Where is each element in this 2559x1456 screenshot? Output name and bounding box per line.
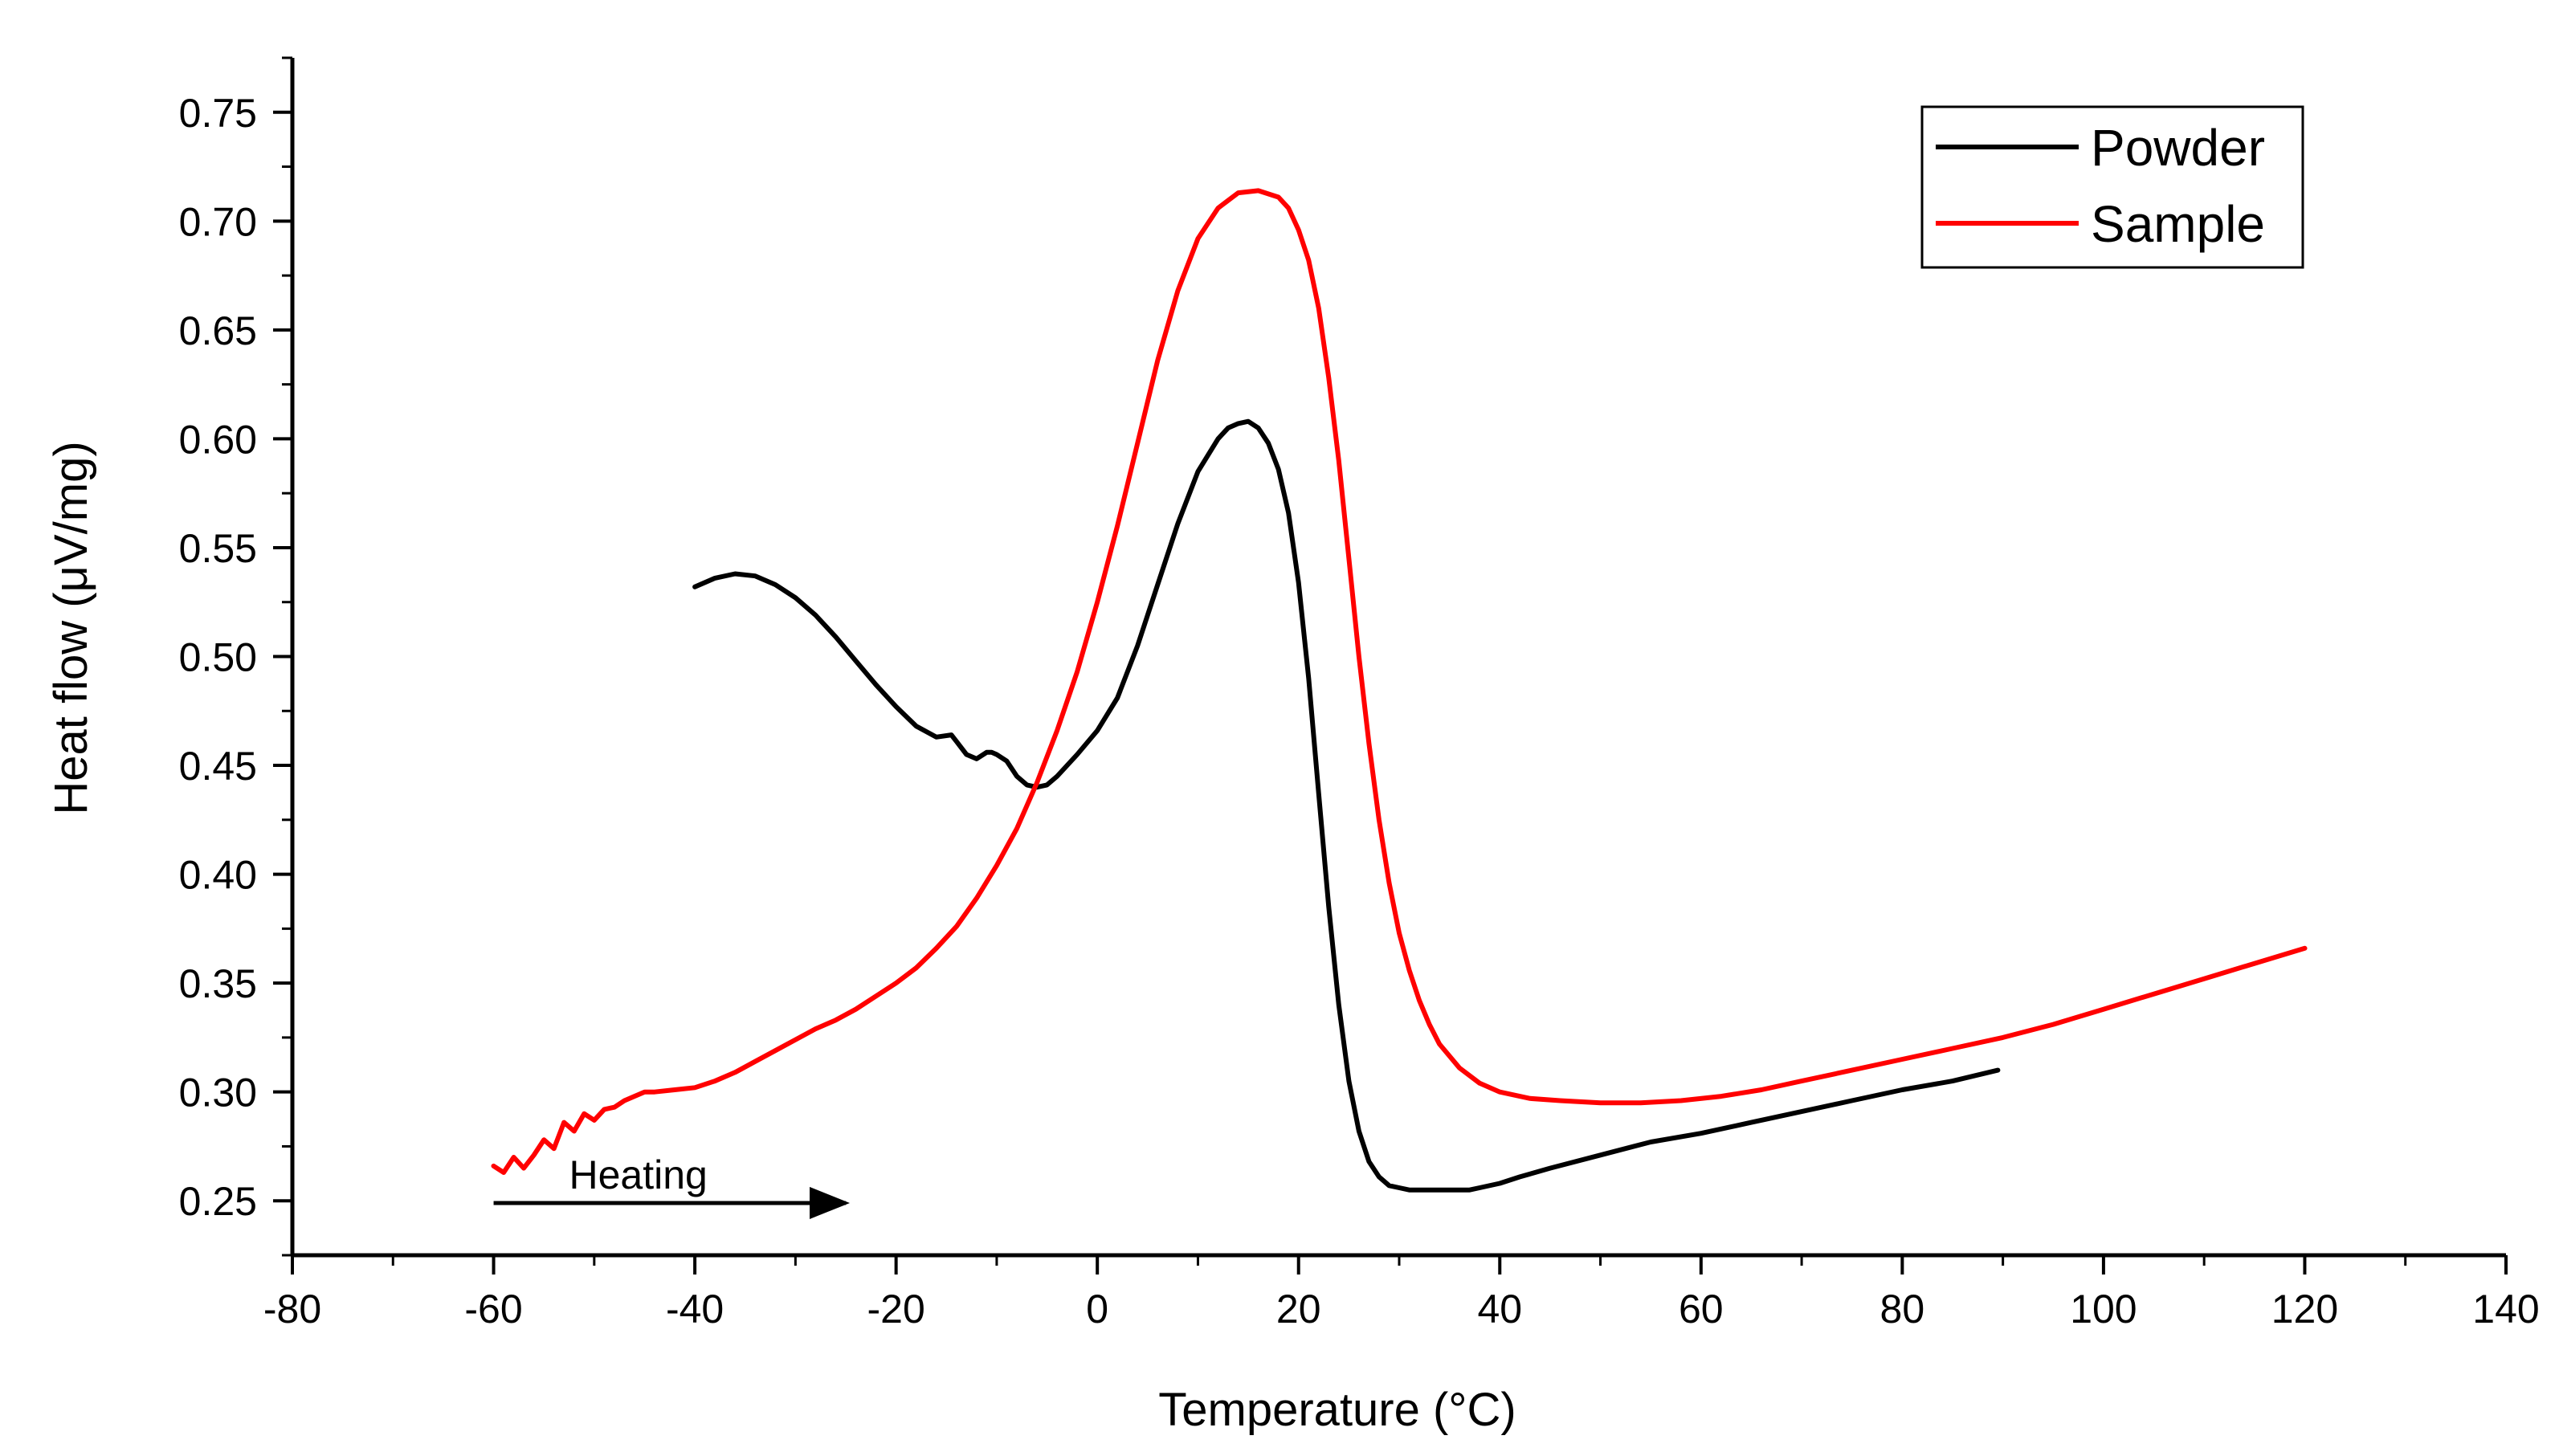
y-tick-label: 0.70 [179, 199, 257, 244]
x-axis-ticks [291, 1255, 2508, 1275]
x-tick-label: -80 [263, 1287, 321, 1332]
y-tick-label: 0.60 [179, 417, 257, 462]
y-tick-label: 0.25 [179, 1179, 257, 1224]
series-group [491, 188, 2308, 1193]
y-axis-title: Heat flow (μV/mg) [45, 441, 97, 814]
y-axis-ticks [273, 56, 292, 1257]
x-tick-label: 80 [1880, 1287, 1925, 1332]
legend-label-powder: Powder [2091, 119, 2265, 177]
legend: Powder Sample [1920, 105, 2304, 269]
legend-label-sample: Sample [2091, 195, 2265, 253]
legend-box [1920, 105, 2304, 269]
y-tick-label: 0.55 [179, 526, 257, 571]
y-tick-label: 0.45 [179, 744, 257, 789]
y-axis-tick-labels: 0.25 0.30 0.35 0.40 0.45 0.50 0.55 0.60 0.65 0.70… [179, 91, 257, 1224]
x-tick-label: 0 [1086, 1287, 1108, 1332]
x-axis-title: Temperature (°C) [1158, 1384, 1516, 1436]
y-tick-label: 0.30 [179, 1071, 257, 1115]
x-tick-label: 100 [2070, 1287, 2137, 1332]
x-tick-label: 60 [1679, 1287, 1724, 1332]
y-tick-label: 0.65 [179, 308, 257, 353]
heating-annotation: Heating [493, 1152, 850, 1219]
y-tick-label: 0.35 [179, 961, 257, 1006]
x-axis-tick-labels: -80 -60 -40 -20 0 20 40 60 80 100 120 140 [263, 1287, 2540, 1332]
heating-label: Heating [569, 1152, 708, 1197]
x-tick-label: -40 [666, 1287, 724, 1332]
x-tick-label: 40 [1477, 1287, 1522, 1332]
y-tick-label: 0.40 [179, 853, 257, 898]
x-tick-label: -60 [464, 1287, 522, 1332]
y-tick-label: 0.75 [179, 91, 257, 136]
x-tick-label: -20 [867, 1287, 925, 1332]
x-tick-label: 120 [2271, 1287, 2338, 1332]
series-sample-line [491, 188, 2308, 1175]
x-tick-label: 20 [1276, 1287, 1321, 1332]
series-powder-line [692, 418, 2001, 1193]
x-tick-label: 140 [2472, 1287, 2539, 1332]
y-tick-label: 0.50 [179, 635, 257, 680]
